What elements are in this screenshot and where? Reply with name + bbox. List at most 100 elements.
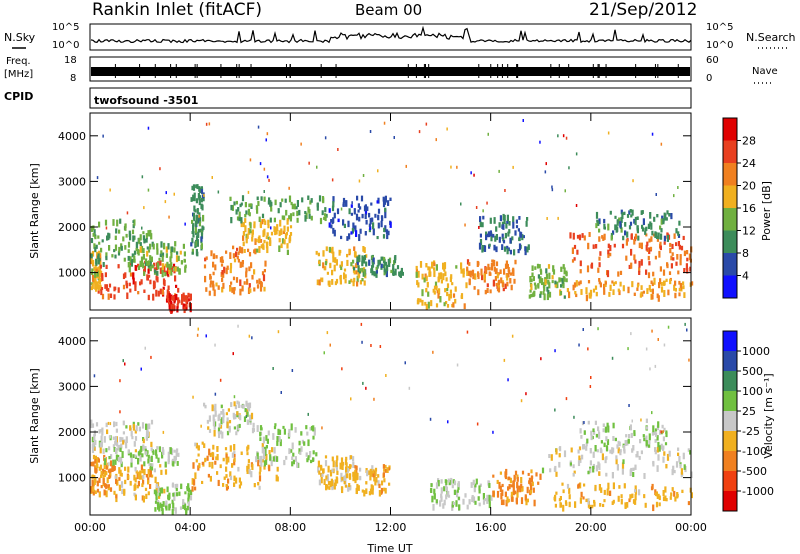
colorbar-tick-label: 24 xyxy=(742,157,756,170)
heatmap-cell xyxy=(246,465,249,472)
heatmap-cell xyxy=(142,474,145,479)
heatmap-cell xyxy=(217,427,221,434)
heatmap-cell xyxy=(115,428,118,433)
y-tick-label: 4000 xyxy=(58,335,86,348)
heatmap-cell xyxy=(187,501,190,507)
heatmap-cell xyxy=(541,278,544,286)
heatmap-cell xyxy=(356,195,359,201)
heatmap-cell xyxy=(229,287,232,292)
heatmap-cell xyxy=(477,289,480,296)
heatmap-cell xyxy=(486,494,489,500)
heatmap-cell xyxy=(291,203,294,210)
heatmap-cell xyxy=(137,291,140,295)
heatmap-cell xyxy=(105,255,108,261)
heatmap-cell xyxy=(138,237,141,245)
heatmap-cell xyxy=(91,479,94,487)
heatmap-cell xyxy=(527,244,530,250)
heatmap-cell xyxy=(145,258,148,263)
heatmap-cell xyxy=(688,253,691,261)
heatmap-cell xyxy=(352,222,355,230)
heatmap-cell xyxy=(507,231,510,237)
heatmap-cell xyxy=(649,212,652,219)
heatmap-cell xyxy=(208,461,211,468)
heatmap-cell xyxy=(654,439,657,443)
heatmap-cell xyxy=(95,259,98,266)
heatmap-cell xyxy=(123,257,126,262)
heatmap-cell xyxy=(626,214,630,218)
heatmap-cell xyxy=(196,240,199,247)
heatmap-cell xyxy=(168,301,171,305)
heatmap-cell xyxy=(593,430,596,435)
heatmap-cell xyxy=(90,238,94,244)
heatmap-cell xyxy=(609,245,612,252)
heatmap-cell xyxy=(613,243,616,248)
heatmap-cell xyxy=(485,267,488,275)
heatmap-cell xyxy=(288,215,291,220)
heatmap-cell xyxy=(427,291,430,297)
heatmap-cell xyxy=(516,481,519,489)
heatmap-cell xyxy=(103,471,106,478)
heatmap-cell xyxy=(363,255,367,260)
heatmap-cell xyxy=(195,198,198,204)
y-tick-label: 2000 xyxy=(58,221,86,234)
heatmap-cell xyxy=(503,268,506,275)
heatmap-cell xyxy=(607,131,610,135)
heatmap-cell xyxy=(267,430,270,436)
heatmap-cell xyxy=(284,198,287,203)
heatmap-cell xyxy=(149,484,152,489)
heatmap-cell xyxy=(356,256,359,264)
heatmap-cell xyxy=(155,449,158,456)
heatmap-cell xyxy=(447,490,450,497)
heatmap-cell xyxy=(208,429,212,433)
heatmap-cell xyxy=(141,453,144,458)
heatmap-cell xyxy=(471,496,474,503)
heatmap-cell xyxy=(450,165,452,169)
colorbar-segment xyxy=(723,471,737,491)
heatmap-cell xyxy=(93,475,96,479)
heatmap-cell xyxy=(466,504,469,510)
heatmap-cell xyxy=(248,468,251,475)
heatmap-cell xyxy=(603,499,606,503)
heatmap-cell xyxy=(263,196,266,202)
heatmap-cell xyxy=(643,494,646,499)
heatmap-cell xyxy=(555,282,558,289)
heatmap-cell xyxy=(628,434,631,439)
heatmap-cell xyxy=(240,217,243,224)
cpid-label: CPID xyxy=(4,90,33,103)
heatmap-cell xyxy=(202,194,205,199)
heatmap-cell xyxy=(526,246,529,251)
heatmap-cell xyxy=(512,216,515,223)
heatmap-cell xyxy=(104,284,107,289)
heatmap-cell xyxy=(251,274,254,280)
heatmap-cell xyxy=(193,196,196,202)
heatmap-cell xyxy=(645,269,648,275)
heatmap-cell xyxy=(383,121,386,125)
heatmap-cell xyxy=(650,236,653,242)
heatmap-cell xyxy=(656,214,659,218)
heatmap-cell xyxy=(462,270,465,278)
heatmap-cell xyxy=(253,221,256,227)
heatmap-cell xyxy=(317,252,320,257)
heatmap-cell xyxy=(255,456,258,463)
heatmap-cell xyxy=(270,460,273,467)
heatmap-cell xyxy=(276,436,279,443)
heatmap-cell xyxy=(670,213,673,220)
heatmap-cell xyxy=(230,281,233,285)
heatmap-cell xyxy=(98,241,101,245)
heatmap-cell xyxy=(681,489,684,494)
heatmap-cell xyxy=(228,420,232,424)
heatmap-cell xyxy=(425,263,428,268)
heatmap-cell xyxy=(526,217,529,221)
heatmap-cell xyxy=(518,485,521,490)
heatmap-cell xyxy=(145,434,149,440)
heatmap-cell xyxy=(153,262,156,267)
heatmap-cell xyxy=(249,414,252,422)
heatmap-cell xyxy=(521,470,525,475)
heatmap-cell xyxy=(124,224,127,231)
heatmap-cell xyxy=(168,269,171,275)
heatmap-cell xyxy=(603,283,606,290)
heatmap-cell xyxy=(682,285,685,290)
heatmap-cell xyxy=(199,217,202,223)
heatmap-cell xyxy=(384,212,387,219)
heatmap-cell xyxy=(580,491,583,498)
